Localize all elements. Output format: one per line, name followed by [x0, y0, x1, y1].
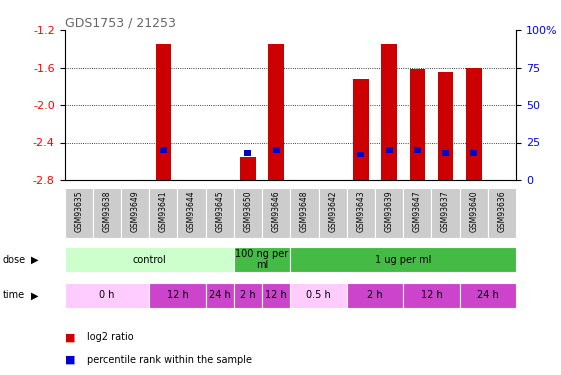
Bar	[414, 147, 421, 153]
FancyBboxPatch shape	[93, 188, 121, 238]
Text: GSM93644: GSM93644	[187, 190, 196, 232]
FancyBboxPatch shape	[65, 247, 234, 272]
Text: GSM93636: GSM93636	[498, 190, 507, 232]
Text: log2 ratio: log2 ratio	[87, 333, 134, 342]
Text: 0 h: 0 h	[99, 290, 114, 300]
Bar	[353, 79, 369, 180]
Bar	[160, 147, 167, 153]
FancyBboxPatch shape	[234, 188, 262, 238]
FancyBboxPatch shape	[121, 188, 149, 238]
FancyBboxPatch shape	[347, 188, 375, 238]
Text: 12 h: 12 h	[265, 290, 287, 300]
FancyBboxPatch shape	[234, 283, 262, 308]
Text: ■: ■	[65, 355, 75, 365]
Text: time: time	[3, 290, 25, 300]
Text: GSM93641: GSM93641	[159, 190, 168, 231]
FancyBboxPatch shape	[488, 188, 516, 238]
Bar	[273, 147, 280, 153]
Text: 12 h: 12 h	[167, 290, 188, 300]
Text: GSM93645: GSM93645	[215, 190, 224, 232]
Text: 1 ug per ml: 1 ug per ml	[375, 255, 431, 265]
Text: GSM93639: GSM93639	[385, 190, 394, 232]
Bar	[245, 150, 251, 156]
FancyBboxPatch shape	[291, 247, 516, 272]
Text: GSM93649: GSM93649	[131, 190, 140, 232]
Text: 24 h: 24 h	[477, 290, 499, 300]
Text: GSM93638: GSM93638	[102, 190, 111, 231]
FancyBboxPatch shape	[431, 188, 459, 238]
Text: GSM93643: GSM93643	[356, 190, 365, 232]
FancyBboxPatch shape	[262, 188, 291, 238]
FancyBboxPatch shape	[65, 283, 149, 308]
FancyBboxPatch shape	[206, 283, 234, 308]
FancyBboxPatch shape	[403, 188, 431, 238]
Bar	[269, 44, 284, 180]
Text: GSM93646: GSM93646	[272, 190, 280, 232]
FancyBboxPatch shape	[149, 283, 206, 308]
Bar	[385, 147, 393, 153]
Text: GSM93648: GSM93648	[300, 190, 309, 231]
Text: 0.5 h: 0.5 h	[306, 290, 331, 300]
FancyBboxPatch shape	[459, 283, 516, 308]
Bar	[410, 69, 425, 180]
FancyBboxPatch shape	[291, 188, 319, 238]
Text: ▶: ▶	[31, 290, 38, 300]
FancyBboxPatch shape	[347, 283, 403, 308]
Text: 2 h: 2 h	[240, 290, 256, 300]
FancyBboxPatch shape	[291, 283, 347, 308]
Bar	[155, 44, 171, 180]
Bar	[357, 152, 365, 157]
Text: control: control	[132, 255, 166, 265]
FancyBboxPatch shape	[319, 188, 347, 238]
Text: percentile rank within the sample: percentile rank within the sample	[87, 355, 252, 365]
FancyBboxPatch shape	[149, 188, 177, 238]
FancyBboxPatch shape	[234, 247, 291, 272]
Bar	[438, 72, 453, 180]
FancyBboxPatch shape	[403, 283, 459, 308]
Text: GSM93650: GSM93650	[243, 190, 252, 232]
Bar	[466, 68, 481, 180]
FancyBboxPatch shape	[206, 188, 234, 238]
Text: GSM93640: GSM93640	[470, 190, 479, 232]
FancyBboxPatch shape	[177, 188, 206, 238]
Text: GSM93635: GSM93635	[74, 190, 83, 232]
FancyBboxPatch shape	[262, 283, 291, 308]
Bar	[381, 44, 397, 180]
Bar	[442, 150, 449, 156]
Bar	[240, 157, 256, 180]
Text: 12 h: 12 h	[421, 290, 442, 300]
Text: GDS1753 / 21253: GDS1753 / 21253	[65, 17, 176, 30]
Text: dose: dose	[3, 255, 26, 265]
FancyBboxPatch shape	[65, 188, 93, 238]
Text: 100 ng per
ml: 100 ng per ml	[236, 249, 289, 270]
Text: GSM93637: GSM93637	[441, 190, 450, 232]
Text: 2 h: 2 h	[367, 290, 383, 300]
Text: ■: ■	[65, 333, 75, 342]
Bar	[470, 150, 477, 156]
Text: GSM93647: GSM93647	[413, 190, 422, 232]
FancyBboxPatch shape	[459, 188, 488, 238]
Text: 24 h: 24 h	[209, 290, 231, 300]
Text: ▶: ▶	[31, 255, 38, 265]
Text: GSM93642: GSM93642	[328, 190, 337, 231]
FancyBboxPatch shape	[375, 188, 403, 238]
